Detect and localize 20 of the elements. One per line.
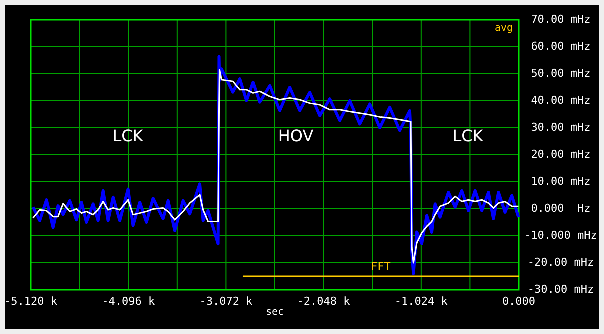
annotation: HOV bbox=[278, 126, 314, 146]
x-tick-label: -1.024 k bbox=[394, 295, 448, 308]
y-tick-label: -20.00 mHz bbox=[528, 256, 594, 270]
x-axis-title: sec bbox=[266, 307, 284, 318]
y-tick-label: -30.00 mHz bbox=[528, 283, 594, 296]
y-tick-label: 70.00 mHz bbox=[531, 13, 591, 26]
x-tick-label: 0.000 bbox=[502, 295, 536, 308]
y-tick-label: 50.00 mHz bbox=[531, 67, 591, 80]
x-tick-label: -3.072 k bbox=[200, 295, 254, 308]
y-tick-label: 60.00 mHz bbox=[531, 40, 591, 54]
y-tick-label: 10.00 mHz bbox=[531, 175, 591, 188]
y-tick-label: -10.000 mHz bbox=[524, 229, 598, 242]
y-tick-label: 0.000 Hz bbox=[531, 202, 591, 216]
y-tick-label: 30.00 mHz bbox=[531, 121, 591, 134]
y-tick-label: 40.00 mHz bbox=[531, 94, 591, 108]
x-tick-label: -2.048 k bbox=[297, 295, 351, 308]
annotation: avg bbox=[494, 23, 513, 34]
y-tick-label: 20.00 mHz bbox=[531, 148, 591, 162]
x-tick-label: -4.096 k bbox=[102, 295, 156, 308]
x-tick-label: -5.120 k bbox=[4, 295, 58, 308]
